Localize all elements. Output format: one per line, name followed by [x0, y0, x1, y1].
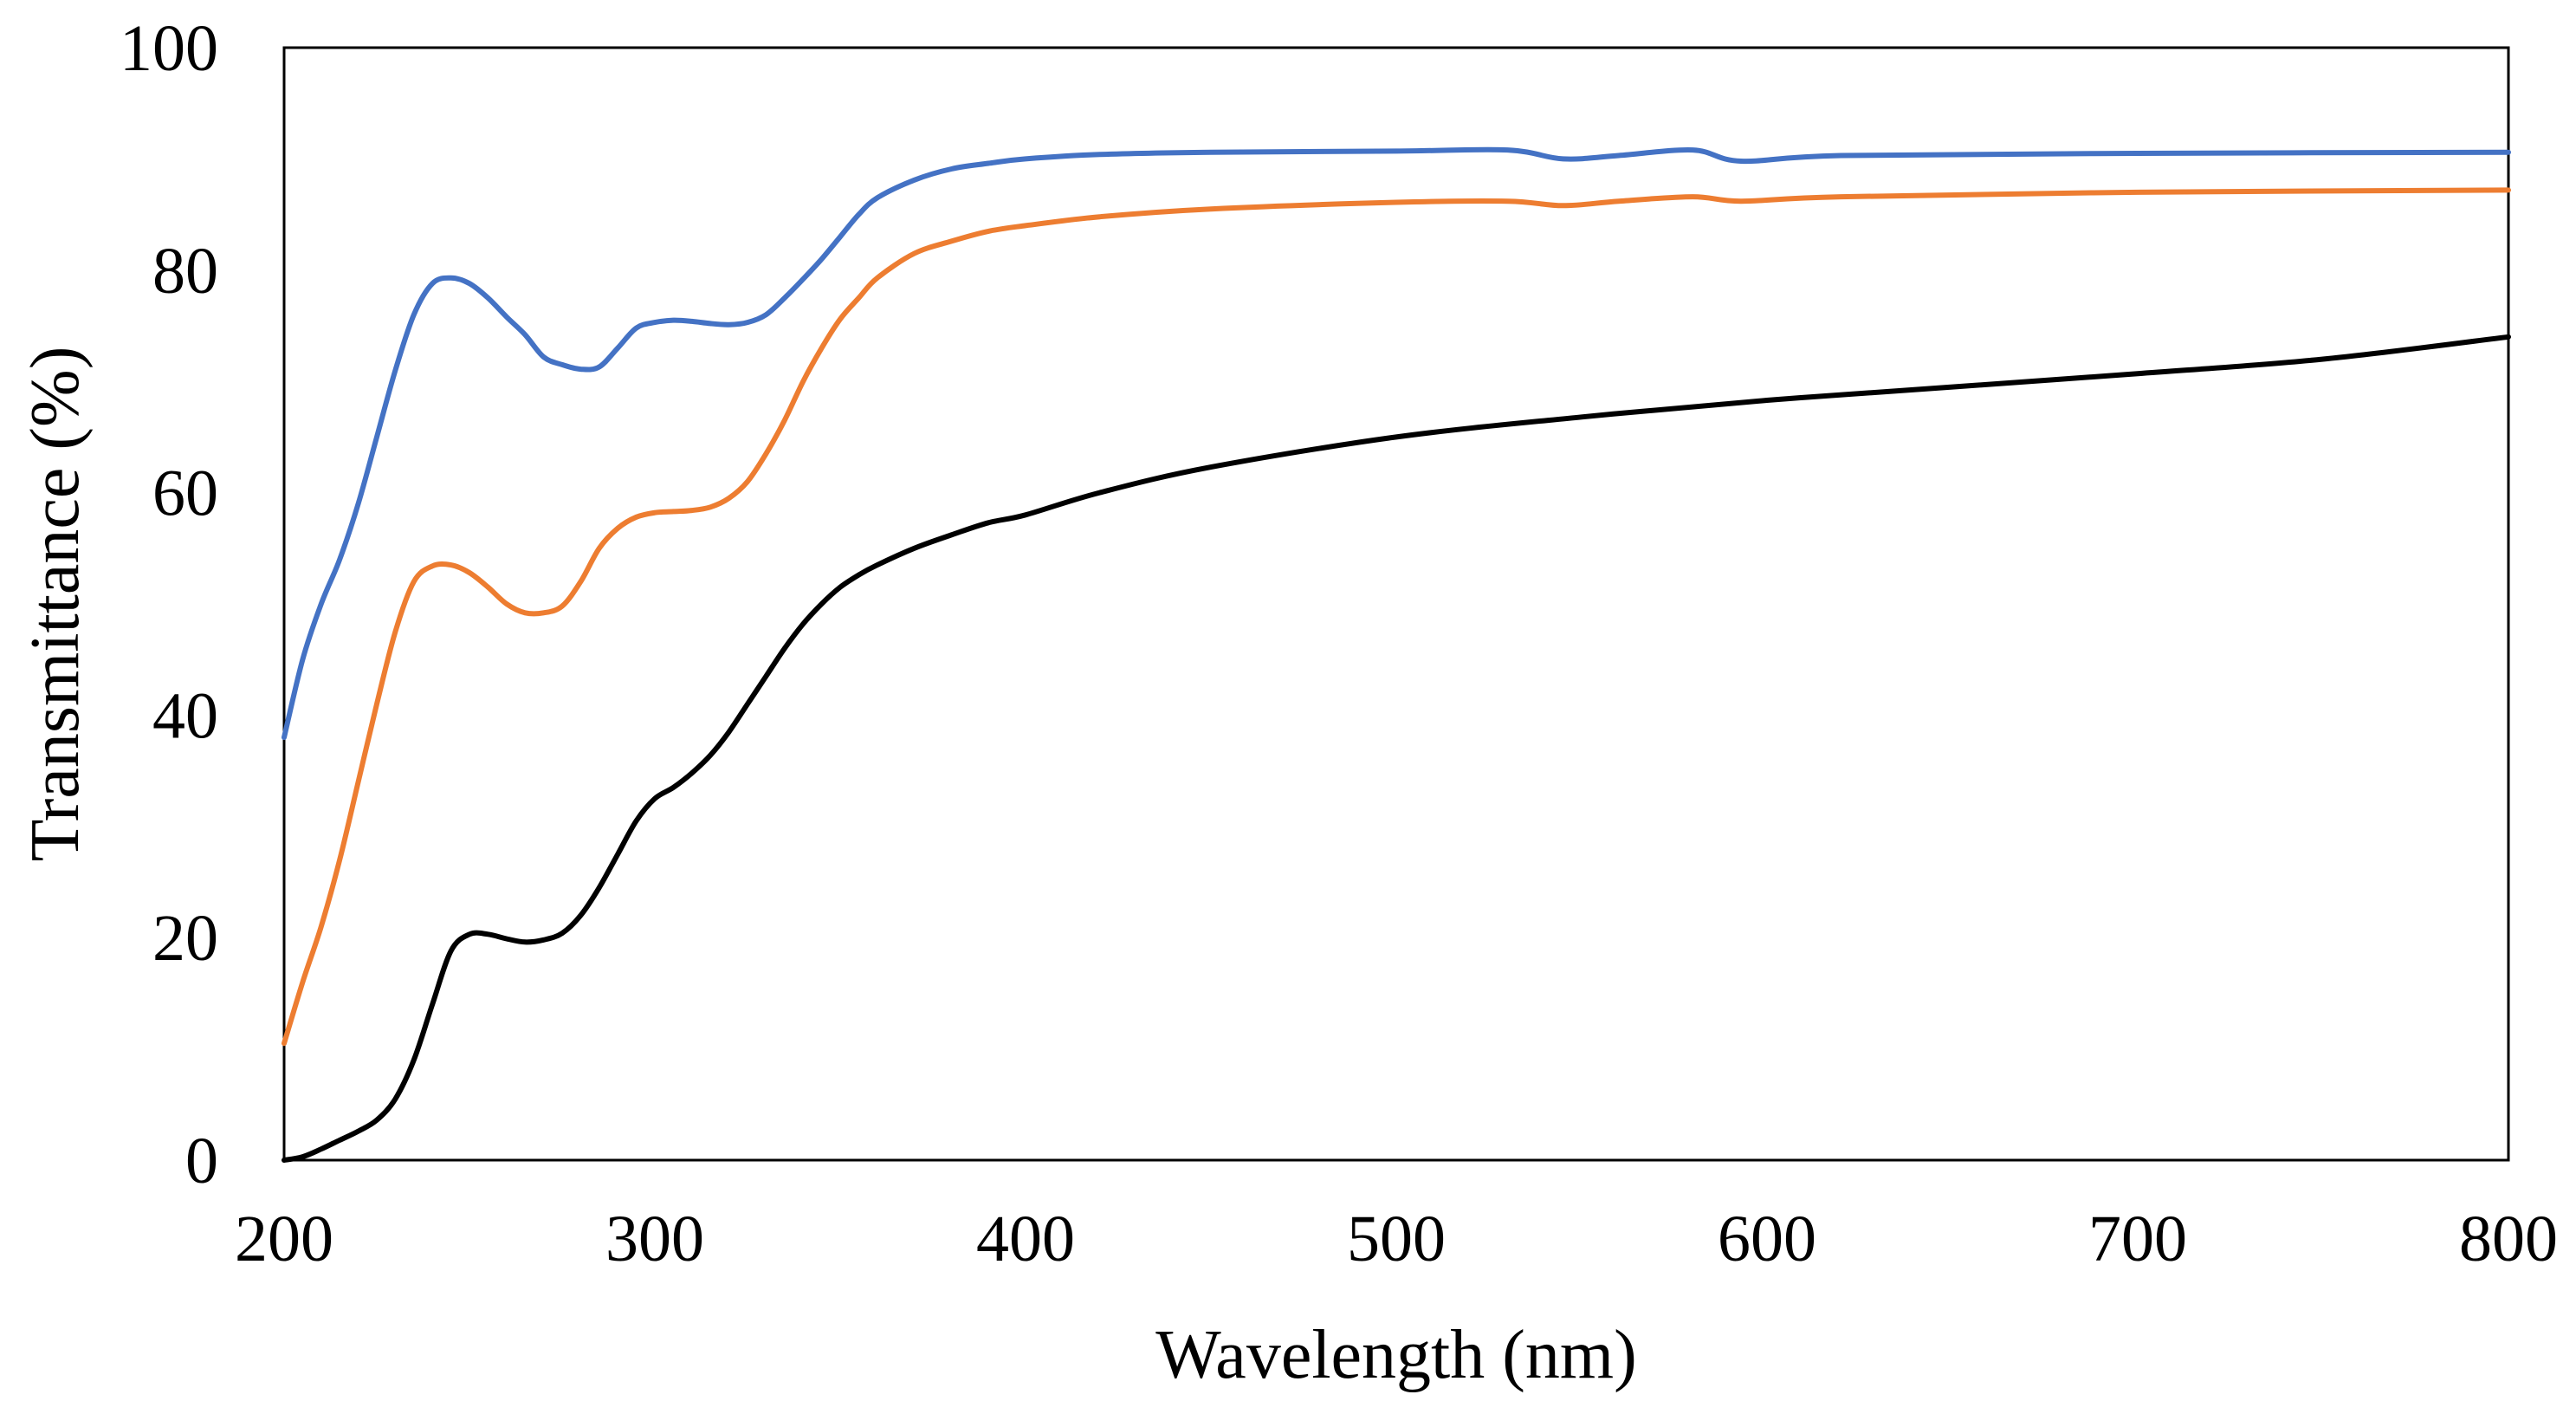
y-tick-label: 100	[120, 12, 218, 85]
series-line-blue	[282, 146, 2511, 741]
x-tick-label: 700	[2088, 1203, 2187, 1275]
plot-area	[282, 46, 2510, 1162]
x-tick-label: 400	[976, 1203, 1075, 1275]
series-line-black	[282, 334, 2511, 1163]
x-tick-label: 200	[235, 1203, 333, 1275]
x-tick-label: 500	[1347, 1203, 1446, 1275]
x-tick-label: 300	[605, 1203, 704, 1275]
series-line-orange	[282, 187, 2511, 1047]
y-tick-label: 60	[152, 457, 218, 530]
x-axis-title: Wavelength (nm)	[1155, 1317, 1637, 1393]
y-tick-label: 0	[185, 1125, 218, 1197]
y-axis-ticks: 0 20 40 60 80 100	[120, 12, 218, 1197]
y-tick-label: 80	[152, 235, 218, 308]
y-axis-title: Transmittance (%)	[17, 347, 94, 862]
y-tick-label: 20	[152, 902, 218, 975]
x-tick-label: 600	[1718, 1203, 1816, 1275]
y-tick-label: 40	[152, 679, 218, 752]
x-tick-label: 800	[2459, 1203, 2558, 1275]
series-layer	[282, 146, 2511, 1163]
x-axis-ticks: 200 300 400 500 600 700 800	[235, 1203, 2558, 1275]
